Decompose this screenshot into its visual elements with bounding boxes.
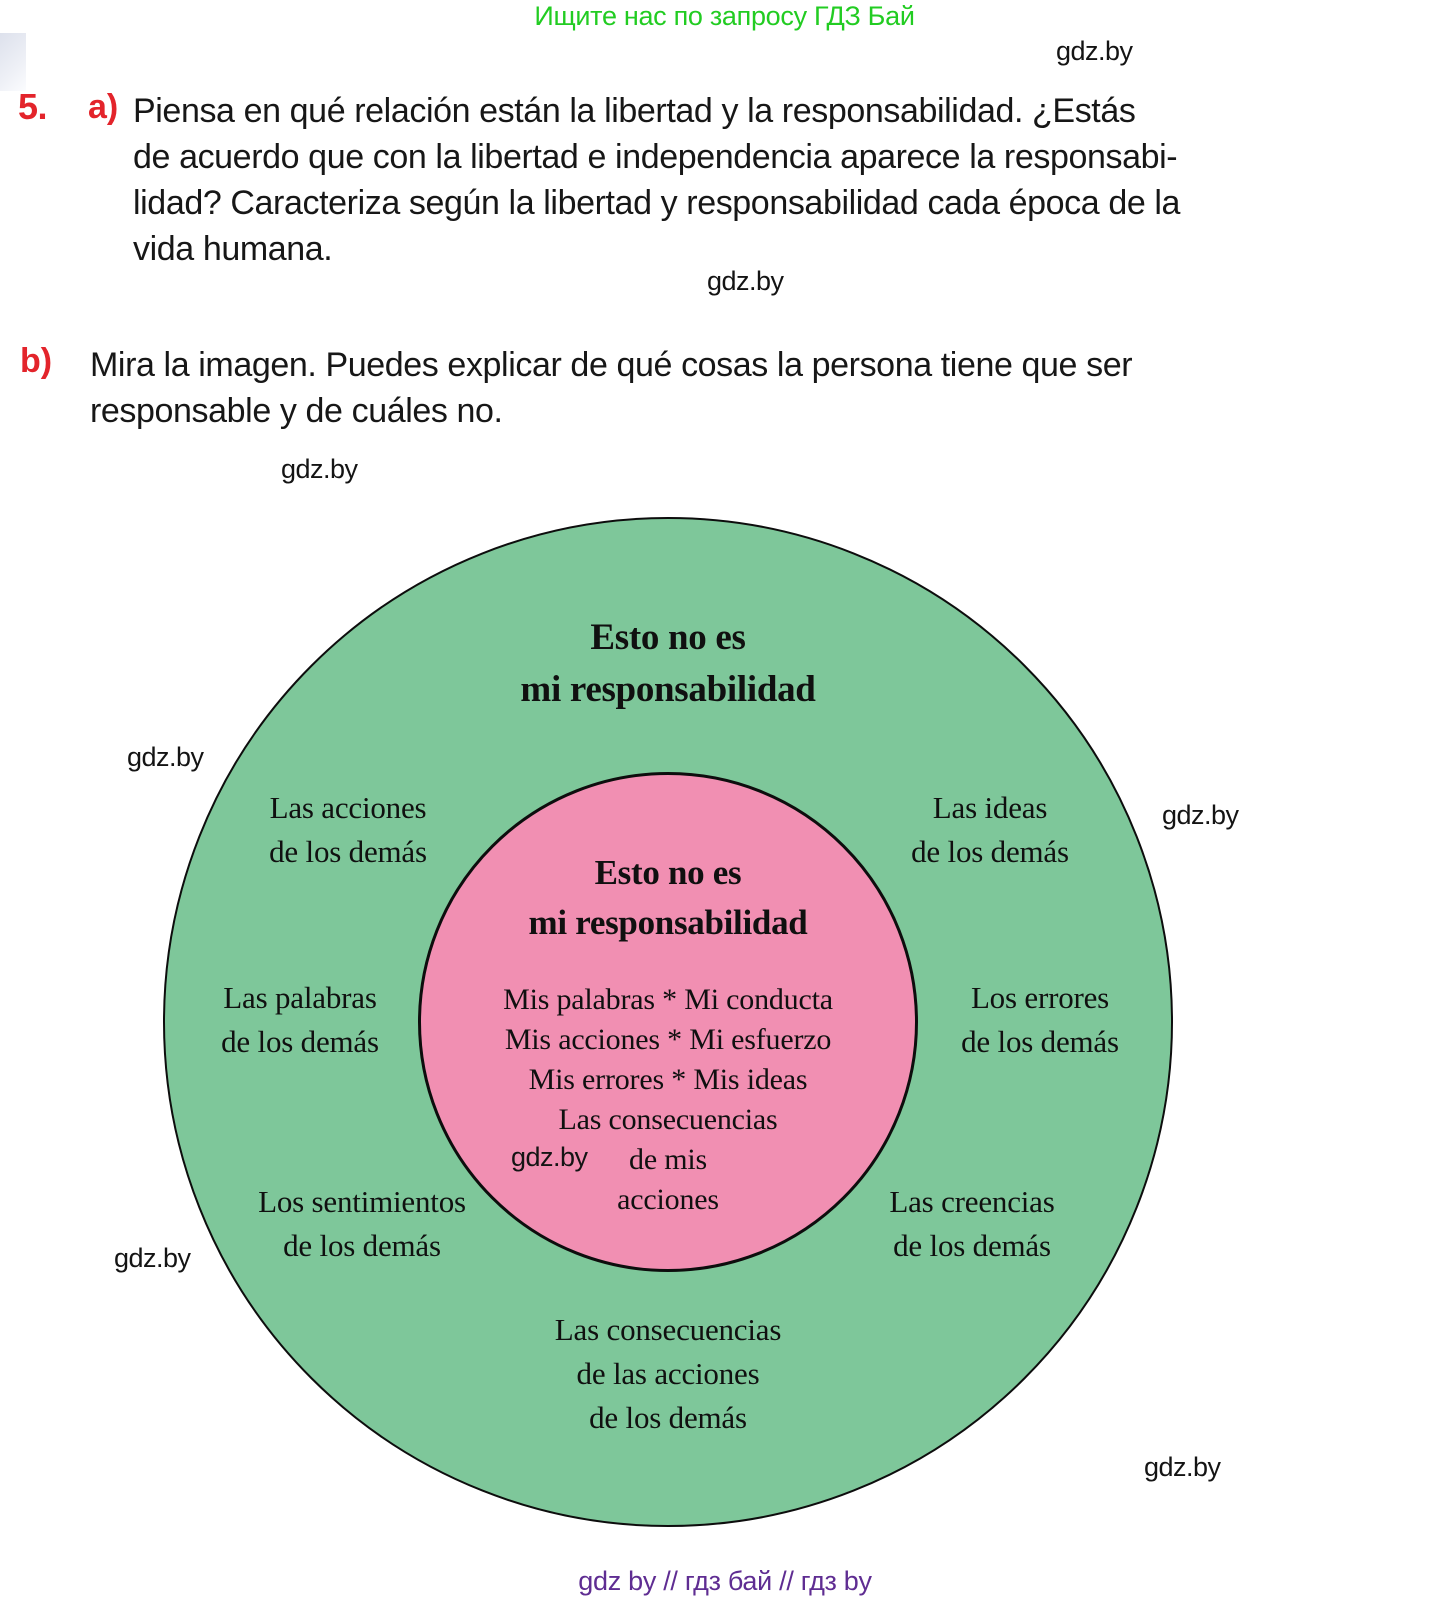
gdz-watermark: gdz.by <box>1144 1452 1221 1482</box>
inner-circle <box>418 772 918 1272</box>
inner-circle-title: Esto no es mi responsabilidad <box>528 853 808 942</box>
promo-header: Ищите нас по запросу ГДЗ Бай <box>534 1 915 31</box>
page-footer: gdz by // гдз бай // гдз by <box>578 1566 872 1596</box>
outer-label-creencias: Las creencias de los demás <box>889 1184 1055 1263</box>
part-b-label: b) <box>20 342 53 380</box>
gdz-watermark: gdz.by <box>511 1142 588 1172</box>
gdz-watermark: gdz.by <box>281 454 358 484</box>
outer-label-consecuencias: Las consecuencias de las acciones de los… <box>554 1312 782 1435</box>
part-a-text: Piensa en qué relación están la libertad… <box>133 92 1181 268</box>
outer-label-sentimientos: Los sentimientos de los demás <box>258 1184 466 1263</box>
outer-circle-title: Esto no es mi responsabilidad <box>520 617 816 710</box>
exercise-number: 5. <box>18 86 48 127</box>
outer-label-errores: Los errores de los demás <box>961 980 1119 1059</box>
gdz-watermark: gdz.by <box>1162 800 1239 830</box>
gdz-watermark: gdz.by <box>1056 36 1133 66</box>
inner-circle-items: Mis palabras * Mi conducta Mis acciones … <box>503 983 833 1216</box>
outer-label-palabras: Las palabras de los demás <box>221 980 379 1059</box>
outer-label-acciones: Las acciones de los demás <box>269 790 427 869</box>
outer-label-ideas: Las ideas de los demás <box>911 790 1069 869</box>
part-a-label: a) <box>88 88 119 126</box>
page-edge-tab <box>0 33 26 91</box>
gdz-watermark: gdz.by <box>127 742 204 772</box>
gdz-watermark: gdz.by <box>707 266 784 296</box>
part-b-text: Mira la imagen. Puedes explicar de qué c… <box>90 346 1133 430</box>
gdz-watermark: gdz.by <box>114 1243 191 1273</box>
